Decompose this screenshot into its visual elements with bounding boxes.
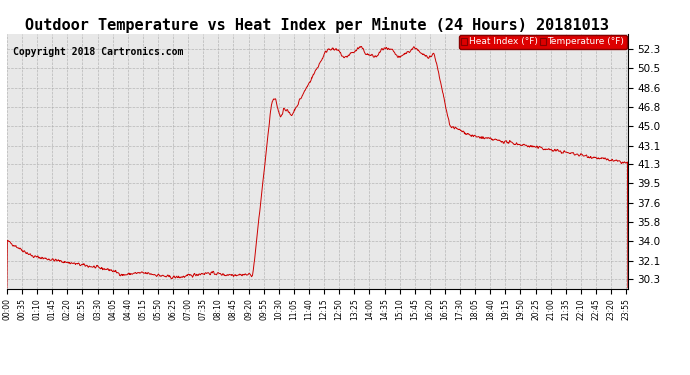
Title: Outdoor Temperature vs Heat Index per Minute (24 Hours) 20181013: Outdoor Temperature vs Heat Index per Mi…	[26, 16, 609, 33]
Legend: Heat Index (°F), Temperature (°F): Heat Index (°F), Temperature (°F)	[459, 35, 627, 49]
Text: Copyright 2018 Cartronics.com: Copyright 2018 Cartronics.com	[13, 46, 184, 57]
